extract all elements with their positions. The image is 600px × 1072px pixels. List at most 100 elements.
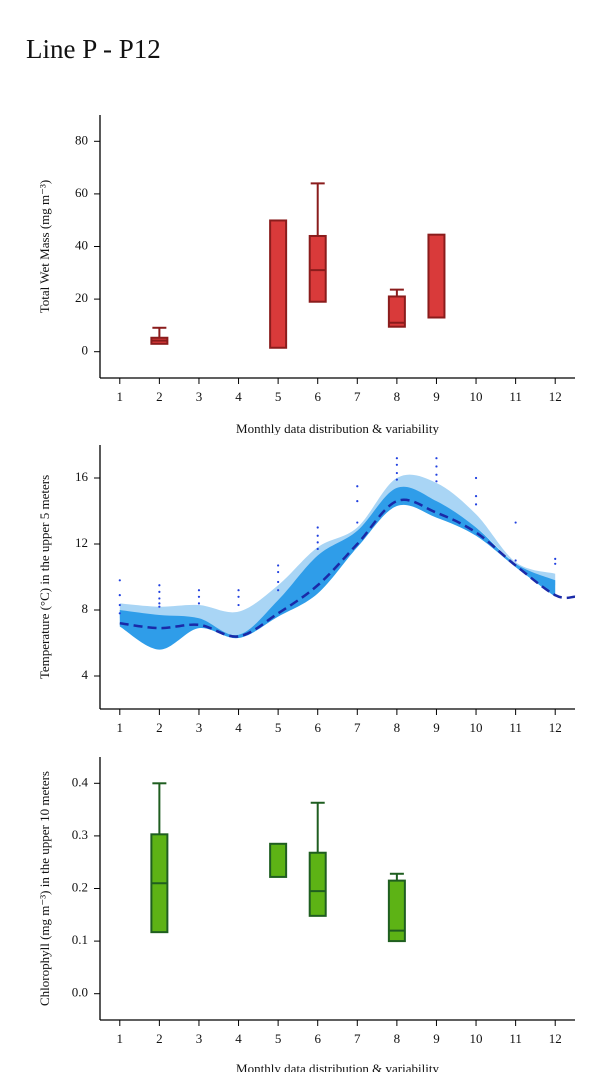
point bbox=[356, 521, 359, 524]
point bbox=[474, 503, 478, 506]
x-tick-label: 12 bbox=[549, 389, 562, 404]
x-tick-label: 1 bbox=[117, 389, 124, 404]
x-tick-label: 4 bbox=[235, 1031, 242, 1046]
point bbox=[237, 589, 240, 592]
point bbox=[158, 605, 161, 608]
point bbox=[277, 570, 280, 574]
x-tick-label: 8 bbox=[394, 720, 401, 735]
x-tick-label: 1 bbox=[117, 1031, 124, 1046]
point bbox=[277, 589, 280, 592]
point bbox=[197, 595, 201, 598]
x-tick-label: 8 bbox=[394, 1031, 401, 1046]
point bbox=[118, 579, 121, 582]
point bbox=[197, 602, 201, 605]
point bbox=[237, 603, 240, 607]
point bbox=[395, 471, 398, 475]
y-axis-label: Temperature (°C) in the upper 5 meters bbox=[37, 475, 52, 679]
point bbox=[316, 526, 319, 529]
point bbox=[435, 473, 438, 476]
y-tick-label: 8 bbox=[82, 601, 89, 616]
x-tick-label: 10 bbox=[470, 720, 483, 735]
y-tick-label: 0.0 bbox=[72, 985, 88, 1000]
box bbox=[269, 219, 288, 349]
y-tick-label: 20 bbox=[75, 290, 88, 305]
x-tick-label: 12 bbox=[549, 720, 562, 735]
point bbox=[158, 602, 161, 605]
point bbox=[118, 594, 121, 597]
x-tick-label: 3 bbox=[196, 720, 203, 735]
page-title: Line P - P12 bbox=[26, 34, 161, 64]
point bbox=[118, 603, 121, 607]
x-tick-label: 9 bbox=[433, 720, 440, 735]
point bbox=[514, 559, 517, 562]
x-axis-label: Monthly data distribution & variability bbox=[236, 1061, 439, 1072]
point bbox=[277, 564, 280, 567]
point bbox=[158, 597, 161, 600]
box bbox=[387, 879, 406, 943]
x-tick-label: 3 bbox=[196, 1031, 203, 1046]
point bbox=[316, 534, 319, 537]
point bbox=[118, 612, 121, 615]
x-tick-label: 7 bbox=[354, 1031, 361, 1046]
x-tick-label: 6 bbox=[314, 389, 321, 404]
point bbox=[435, 457, 438, 460]
point bbox=[554, 562, 557, 565]
chart: 0.00.10.20.30.41 2 3 4 5 6 7 8 9 10 11 12Chlorophyl… bbox=[37, 757, 575, 1072]
point bbox=[158, 590, 161, 593]
point bbox=[435, 480, 438, 483]
box bbox=[387, 295, 406, 328]
x-tick-label: 4 bbox=[235, 720, 242, 735]
x-tick-label: 12 bbox=[549, 1031, 562, 1046]
x-tick-label: 10 bbox=[470, 1031, 483, 1046]
point bbox=[277, 580, 280, 584]
x-tick-label: 10 bbox=[470, 389, 483, 404]
line bbox=[119, 498, 576, 638]
x-tick-label: 5 bbox=[275, 389, 282, 404]
x-tick-label: 6 bbox=[314, 720, 321, 735]
x-axis-label: Monthly data distribution & variability bbox=[236, 421, 439, 435]
point bbox=[237, 595, 240, 598]
x-tick-label: 2 bbox=[156, 389, 163, 404]
box bbox=[427, 233, 446, 319]
y-tick-label: 0 bbox=[82, 343, 89, 358]
point bbox=[316, 541, 319, 544]
point bbox=[197, 589, 201, 592]
x-tick-label: 5 bbox=[275, 720, 282, 735]
point bbox=[395, 478, 398, 481]
point bbox=[554, 557, 557, 560]
x-tick-label: 5 bbox=[275, 1031, 282, 1046]
y-tick-label: 12 bbox=[75, 535, 88, 550]
box bbox=[269, 842, 288, 878]
band bbox=[119, 486, 556, 650]
y-axis-label: Chlorophyll (mg m⁻³) in the upper 10 met… bbox=[37, 771, 52, 1006]
box bbox=[308, 234, 327, 303]
x-tick-label: 9 bbox=[433, 389, 440, 404]
point bbox=[395, 463, 398, 466]
x-tick-label: 6 bbox=[314, 1031, 321, 1046]
point bbox=[356, 485, 359, 488]
y-tick-label: 4 bbox=[82, 667, 89, 682]
box bbox=[308, 851, 327, 917]
point bbox=[356, 500, 359, 503]
y-tick-label: 0.3 bbox=[72, 827, 88, 842]
point bbox=[435, 465, 438, 468]
point bbox=[316, 547, 319, 551]
y-tick-label: 80 bbox=[75, 132, 88, 147]
point bbox=[158, 584, 161, 587]
point bbox=[474, 495, 478, 498]
y-tick-label: 40 bbox=[75, 237, 88, 252]
x-tick-label: 3 bbox=[196, 389, 203, 404]
x-tick-label: 7 bbox=[354, 720, 361, 735]
point bbox=[474, 476, 478, 480]
y-axis-label: Total Wet Mass (mg m⁻³) bbox=[37, 180, 52, 314]
y-tick-label: 0.1 bbox=[72, 932, 88, 947]
x-tick-label: 4 bbox=[235, 389, 242, 404]
x-tick-label: 9 bbox=[433, 1031, 440, 1046]
x-tick-label: 11 bbox=[509, 1031, 522, 1046]
y-tick-label: 16 bbox=[75, 469, 89, 484]
x-tick-label: 1 bbox=[117, 720, 124, 735]
x-tick-label: 11 bbox=[509, 720, 522, 735]
